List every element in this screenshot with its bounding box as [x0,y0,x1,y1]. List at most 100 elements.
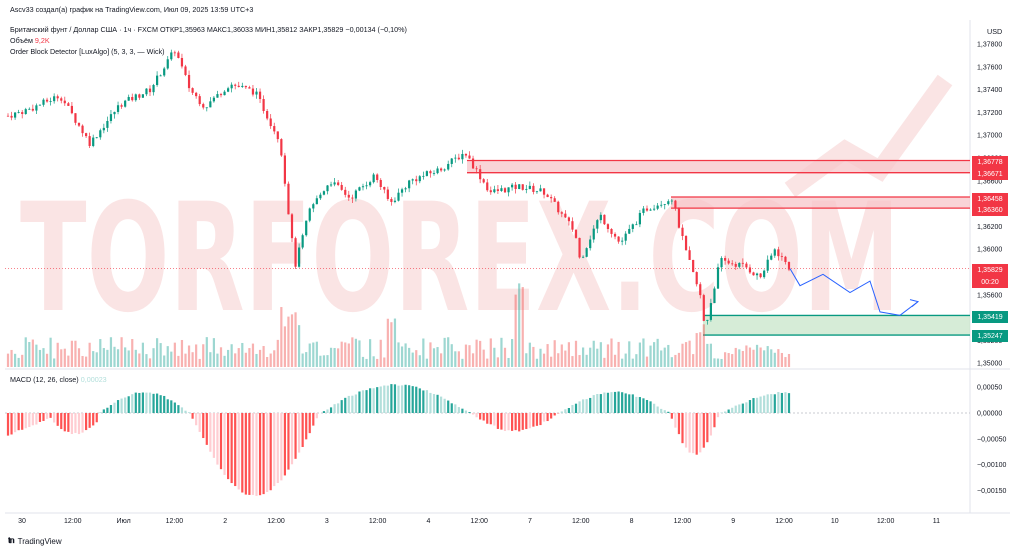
macd-histogram-bar [77,413,81,435]
macd-histogram-bar [113,402,116,413]
volume-bar [38,349,42,367]
volume-bar [365,358,368,367]
macd-histogram-bar [716,413,720,418]
candle-body [770,255,773,260]
candle-body [127,96,130,101]
candle-body [681,227,684,236]
volume-bar [28,341,31,367]
macd-histogram-bar [720,412,723,413]
candle-body [582,256,585,258]
volume-bar [489,338,492,367]
candle-body [56,96,59,99]
candle-body [518,184,521,190]
macd-histogram-bar [227,413,230,480]
candle-body [418,176,421,182]
candle-body [53,96,56,102]
volume-bar [56,342,59,367]
candle-body [592,228,595,240]
candle-body [557,201,560,213]
macd-histogram-bar [507,413,510,431]
volume-bar [592,340,595,367]
candle-body [17,112,20,113]
macd-histogram-bar [553,413,556,416]
candle-body [95,137,98,139]
macd-histogram-bar [670,413,673,419]
macd-histogram-bar [141,392,144,413]
candle-body [471,158,475,169]
candle-body [60,98,63,101]
candle-body [528,185,531,189]
volume-bar [42,348,45,367]
candle-body [287,183,290,215]
volume-bar [532,346,535,367]
macd-histogram-bar [489,413,492,425]
macd-histogram-bar [10,413,13,435]
macd-histogram-bar [713,413,716,428]
volume-bar [716,358,720,367]
candle-body [340,184,343,190]
volume-bar [400,346,404,367]
macd-histogram-bar [582,399,585,413]
macd-histogram-bar [731,407,734,413]
volume-bar [333,347,336,367]
volume-bar [500,337,503,367]
volume-bar [688,340,691,367]
volume-bar [670,357,673,367]
candle-body [713,288,716,304]
macd-histogram-bar [195,413,198,426]
candle-body [653,208,656,210]
volume-bar [724,352,727,367]
macd-histogram-bar [53,413,56,423]
volume-bar [763,350,766,367]
volume-bar [148,358,152,367]
macd-histogram-bar [393,384,397,413]
macd-histogram-bar [63,413,66,432]
candle-body [354,190,357,199]
macd-histogram-bar [511,413,514,431]
macd-histogram-bar [322,411,326,413]
volume-bar [638,342,641,367]
macd-axis-label: 0,00050 [977,385,1002,392]
volume-bar [649,345,652,367]
macd-histogram-bar [542,413,546,422]
macd-histogram-bar [500,413,503,430]
macd-histogram-bar [138,392,141,413]
volume-bar [283,326,286,367]
macd-histogram-bar [173,402,176,413]
volume-bar [784,357,787,367]
candle-body [755,273,759,276]
volume-bar [177,355,180,367]
macd-histogram-bar [159,395,162,413]
candle-body [255,91,258,95]
volume-bar [287,316,290,367]
candle-body [496,189,499,191]
candle-body [170,52,173,60]
candle-body [613,233,617,237]
macd-histogram-bar [411,386,414,413]
macd-histogram-bar [209,413,212,452]
volume-bar [518,283,521,367]
volume-bar [106,349,109,367]
volume-bar [464,344,468,367]
candle-body [670,200,673,202]
macd-histogram-bar [684,413,688,448]
macd-histogram-bar [745,402,748,413]
macd-histogram-bar [42,413,45,421]
volume-bar [187,345,191,367]
candle-body [209,101,212,108]
candle-body [106,120,109,128]
volume-bar [223,355,226,367]
volume-bar [748,347,752,367]
macd-histogram-bar [642,398,645,413]
volume-bar [63,348,66,367]
macd-histogram-bar [667,411,670,413]
volume-bar [258,349,262,367]
candle-body [244,85,247,88]
volume-bar [393,318,397,367]
time-axis-label: 12:00 [369,518,387,525]
volume-bar [276,339,279,367]
volume-bar [241,342,244,367]
macd-histogram-bar [376,387,379,413]
macd-histogram-bar [340,400,343,413]
